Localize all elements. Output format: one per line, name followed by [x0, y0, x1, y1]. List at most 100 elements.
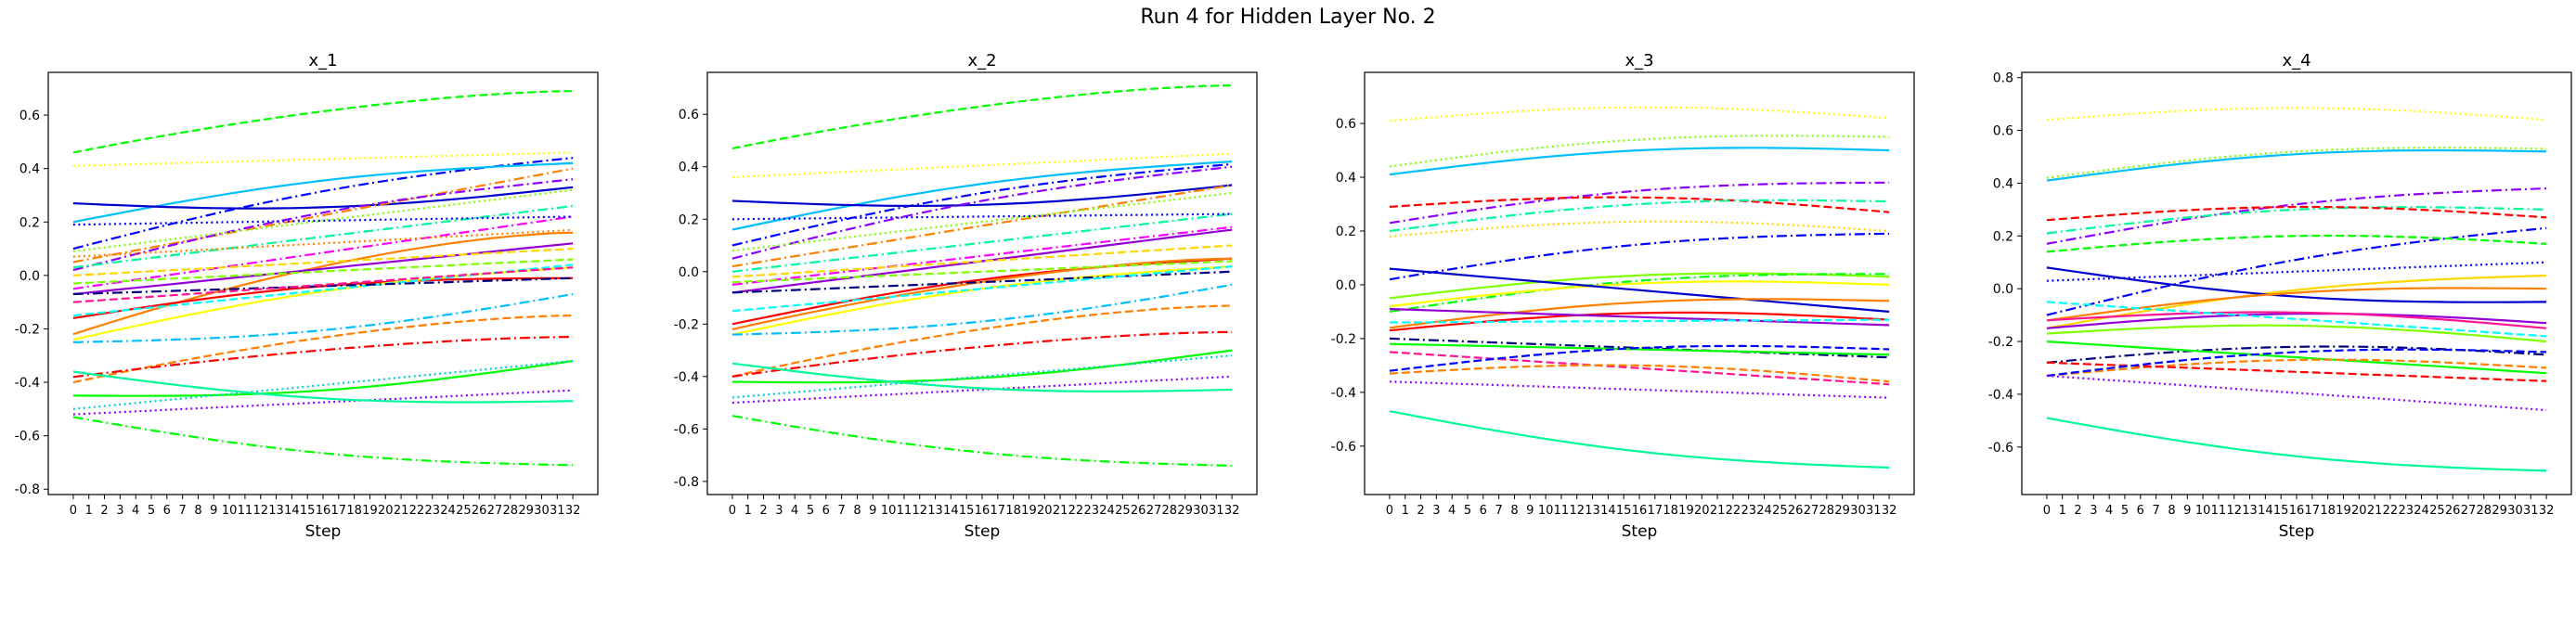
series-line-3: [1389, 181, 1890, 225]
series-line-19: [2046, 361, 2547, 382]
x-tick-label: 20: [1694, 504, 1710, 518]
x-tick-label: 22: [2383, 504, 2399, 518]
series-line-0: [2046, 107, 2547, 122]
x-tick-label: 1: [85, 504, 93, 518]
series-line-26: [731, 415, 1233, 467]
series-line-16: [2046, 345, 2547, 364]
x-tick-label: 19: [362, 504, 378, 518]
series-line-0: [1389, 106, 1890, 122]
y-tick-label: 0.0: [1993, 282, 2013, 297]
x-tick-label: 24: [2414, 504, 2429, 518]
series-line-19: [731, 283, 1233, 336]
series-line-4: [1389, 196, 1890, 213]
x-tick-label: 27: [2461, 504, 2477, 518]
series-line-5: [731, 165, 1233, 260]
x-tick-label: 17: [990, 504, 1006, 518]
series-line-1: [1389, 147, 1890, 176]
series-line-9: [731, 212, 1233, 221]
x-tick-label: 27: [1804, 504, 1819, 518]
x-tick-label: 20: [378, 504, 394, 518]
x-tick-label: 32: [565, 504, 581, 518]
series-line-18: [2046, 358, 2547, 378]
x-tick-label: 19: [2336, 504, 2351, 518]
series-group: [2046, 107, 2547, 472]
axes-frame: [47, 71, 599, 495]
x-tick-label: 29: [518, 504, 534, 518]
x-tick-label: 15: [1616, 504, 1632, 518]
x-tick-label: 22: [1068, 504, 1084, 518]
x-tick-label: 4: [1448, 504, 1456, 518]
y-tick-label: -0.4: [1988, 388, 2013, 403]
series-line-25: [72, 359, 574, 410]
x-tick-label: 26: [1131, 504, 1146, 518]
x-tick-label: 26: [472, 504, 487, 518]
series-line-7: [72, 188, 574, 252]
x-tick-label: 8: [853, 504, 861, 518]
x-axis-label: Step: [2279, 522, 2315, 541]
y-tick-label: 0.6: [1336, 117, 1356, 132]
x-tick-label: 18: [1005, 504, 1021, 518]
x-tick-label: 7: [2152, 504, 2159, 518]
x-tick-label: 8: [2168, 504, 2175, 518]
series-line-11: [1389, 267, 1890, 313]
series-line-18: [1389, 351, 1890, 386]
x-tick-label: 23: [2398, 504, 2414, 518]
subplot-title: x_3: [1625, 51, 1653, 71]
x-tick-label: 31: [1209, 504, 1224, 518]
figure-suptitle: Run 4 for Hidden Layer No. 2: [1140, 6, 1436, 29]
x-tick-label: 10: [222, 504, 238, 518]
series-line-20: [731, 304, 1233, 378]
x-tick-label: 9: [1526, 504, 1534, 518]
x-tick-label: 6: [822, 504, 830, 518]
y-tick-label: -0.2: [1331, 332, 1356, 347]
y-tick-label: -0.6: [1988, 441, 2013, 456]
series-line-23: [72, 336, 574, 379]
series-line-6: [72, 178, 574, 272]
series-line-22: [1389, 410, 1890, 469]
y-tick-label: -0.4: [674, 370, 699, 385]
series-line-17: [2046, 341, 2547, 375]
series-line-21: [1389, 380, 1890, 399]
x-tick-label: 1: [1402, 504, 1409, 518]
series-line-0: [72, 90, 574, 154]
x-tick-label: 15: [300, 504, 316, 518]
series-line-20: [72, 266, 574, 303]
x-tick-label: 4: [791, 504, 798, 518]
subplot-title: x_4: [2282, 51, 2311, 71]
x-axis-label: Step: [964, 522, 1001, 541]
series-line-13: [72, 242, 574, 296]
series-line-15: [72, 258, 574, 285]
x-tick-label: 7: [837, 504, 845, 518]
x-tick-label: 10: [2195, 504, 2211, 518]
x-tick-label: 12: [2226, 504, 2242, 518]
series-line-11: [2046, 287, 2547, 322]
series-line-16: [731, 260, 1233, 284]
series-line-21: [72, 292, 574, 343]
series-line-1: [2046, 148, 2547, 182]
y-tick-label: -0.6: [1331, 440, 1356, 455]
x-tick-label: 18: [1663, 504, 1678, 518]
x-tick-label: 2: [1417, 504, 1424, 518]
y-tick-label: 0.4: [19, 162, 40, 177]
axes-frame: [706, 71, 1258, 495]
subplot-x3: x_3-0.6-0.4-0.20.00.20.40.60 1 2 3 4 5 6 7 8 9 10 1…: [1331, 51, 1915, 541]
y-tick-label: 0.8: [1993, 71, 2013, 86]
x-tick-label: 28: [2477, 504, 2492, 518]
x-tick-label: 19: [1021, 504, 1037, 518]
y-tick-label: 0.2: [1336, 225, 1356, 239]
x-tick-label: 31: [550, 504, 565, 518]
y-tick-label: 0.6: [19, 109, 40, 123]
series-line-12: [1389, 298, 1890, 329]
series-line-10: [731, 228, 1233, 294]
x-tick-label: 3: [775, 504, 783, 518]
x-tick-label: 7: [1495, 504, 1502, 518]
series-line-25: [731, 362, 1233, 393]
series-line-14: [1389, 307, 1890, 327]
x-tick-label: 4: [132, 504, 139, 518]
x-tick-label: 3: [116, 504, 123, 518]
x-tick-label: 9: [2183, 504, 2191, 518]
x-tick-label: 21: [1710, 504, 1726, 518]
x-tick-label: 16: [2289, 504, 2305, 518]
x-tick-label: 31: [1866, 504, 1882, 518]
series-line-4: [2046, 206, 2547, 235]
